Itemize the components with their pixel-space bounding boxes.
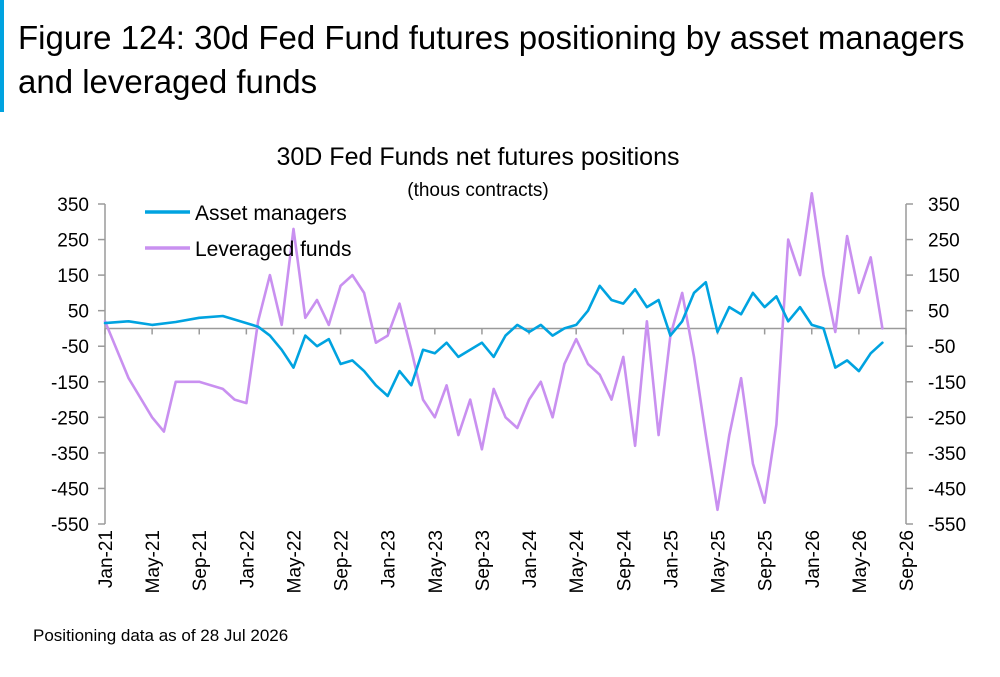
series-line-leveraged-funds: [103, 192, 884, 512]
x-tick-label: May-24: [567, 530, 588, 594]
x-tick-label: Jan-24: [520, 530, 541, 589]
right-y-tick-label: -550: [928, 515, 966, 536]
x-tick-label: May-22: [284, 530, 305, 593]
right-y-tick-label: -350: [928, 444, 966, 465]
series-layer: [103, 192, 884, 512]
legend-label-asset-managers: Asset managers: [195, 202, 347, 225]
right-y-tick-label: 350: [928, 195, 960, 216]
right-y-tick-label: 50: [928, 302, 949, 323]
left-y-tick-label: 150: [57, 266, 89, 287]
left-y-tick-label: -150: [51, 373, 89, 394]
left-y-tick-label: -550: [51, 515, 89, 536]
x-tick-label: Sep-22: [332, 530, 353, 591]
right-y-tick-label: -50: [928, 337, 955, 358]
figure-accent-bar: [0, 0, 4, 112]
left-y-tick-label: 50: [68, 302, 89, 323]
x-tick-label: Jan-22: [237, 530, 258, 588]
left-y-tick-label: 250: [57, 231, 89, 252]
x-tick-label: May-21: [143, 530, 164, 593]
footnote: Positioning data as of 28 Jul 2026: [33, 626, 289, 645]
right-y-tick-label: 150: [928, 266, 960, 287]
chart-axes: 350 350 250 250 150 150 50 50 -50 -50 -150 -150 -250…: [51, 195, 966, 593]
x-tick-label: May-23: [426, 530, 447, 593]
chart-subtitle: (thous contracts): [407, 180, 549, 201]
x-tick-label: May-26: [850, 530, 871, 593]
left-y-tick-label: -50: [62, 337, 89, 358]
x-tick-label: Sep-26: [897, 530, 918, 591]
chart-legend: Asset managers Leveraged funds: [145, 202, 351, 261]
left-y-tick-label: 350: [57, 195, 89, 216]
right-y-tick-label: -150: [928, 373, 966, 394]
x-tick-label: Sep-21: [190, 530, 211, 591]
legend-label-leveraged-funds: Leveraged funds: [195, 238, 351, 261]
right-y-tick-label: 250: [928, 231, 960, 252]
left-y-tick-label: -450: [51, 479, 89, 500]
left-y-tick-label: -250: [51, 408, 89, 429]
x-tick-label: Sep-24: [614, 530, 635, 592]
x-tick-label: Sep-23: [473, 530, 494, 591]
right-y-tick-label: -250: [928, 408, 966, 429]
x-tick-label: May-25: [709, 530, 730, 593]
right-y-tick-label: -450: [928, 479, 966, 500]
left-y-tick-label: -350: [51, 444, 89, 465]
x-tick-label: Jan-26: [803, 530, 824, 588]
x-tick-label: Jan-25: [661, 530, 682, 588]
figure-title: Figure 124: 30d Fed Fund futures positio…: [18, 19, 965, 100]
series-line-asset-managers: [103, 280, 884, 398]
x-tick-label: Sep-25: [756, 530, 777, 591]
x-tick-label: Jan-21: [96, 530, 117, 588]
x-tick-label: Jan-23: [379, 530, 400, 588]
chart-title: 30D Fed Funds net futures positions: [276, 143, 680, 171]
